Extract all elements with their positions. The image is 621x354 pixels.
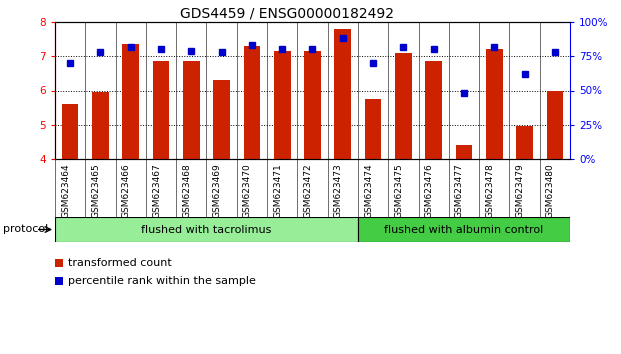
Text: GSM623475: GSM623475 [394, 164, 404, 218]
Text: GSM623476: GSM623476 [425, 164, 433, 218]
Bar [335, 29, 351, 159]
Text: transformed count: transformed count [68, 258, 172, 268]
Bar [213, 80, 230, 159]
Text: GSM623473: GSM623473 [334, 164, 343, 218]
Bar [243, 46, 260, 159]
Bar [395, 53, 412, 159]
Bar [486, 50, 502, 159]
Text: GSM623474: GSM623474 [364, 164, 373, 218]
Text: GSM623472: GSM623472 [304, 164, 312, 218]
Bar [358, 217, 570, 242]
Bar [304, 51, 321, 159]
Text: GSM623471: GSM623471 [273, 164, 282, 218]
Bar [274, 51, 291, 159]
Text: GSM623465: GSM623465 [91, 164, 101, 218]
Bar [62, 104, 78, 159]
Text: GSM623468: GSM623468 [183, 164, 191, 218]
Text: protocol: protocol [3, 224, 48, 234]
Bar [516, 126, 533, 159]
Bar [122, 44, 139, 159]
Text: GSM623477: GSM623477 [455, 164, 464, 218]
Text: GSM623478: GSM623478 [485, 164, 494, 218]
Text: GSM623469: GSM623469 [212, 164, 222, 218]
Bar [55, 217, 358, 242]
Text: GSM623466: GSM623466 [122, 164, 131, 218]
Text: GSM623479: GSM623479 [515, 164, 525, 218]
Bar [92, 92, 109, 159]
Text: GSM623470: GSM623470 [243, 164, 252, 218]
Bar [183, 61, 200, 159]
Text: GSM623480: GSM623480 [546, 164, 555, 218]
Bar [425, 61, 442, 159]
Bar [456, 145, 473, 159]
Text: GDS4459 / ENSG00000182492: GDS4459 / ENSG00000182492 [179, 7, 394, 21]
Text: flushed with albumin control: flushed with albumin control [384, 224, 543, 234]
Bar [153, 61, 170, 159]
Bar [365, 99, 381, 159]
Text: GSM623467: GSM623467 [152, 164, 161, 218]
Text: GSM623464: GSM623464 [61, 164, 70, 218]
Bar [546, 91, 563, 159]
Text: flushed with tacrolimus: flushed with tacrolimus [142, 224, 271, 234]
Text: percentile rank within the sample: percentile rank within the sample [68, 276, 256, 286]
